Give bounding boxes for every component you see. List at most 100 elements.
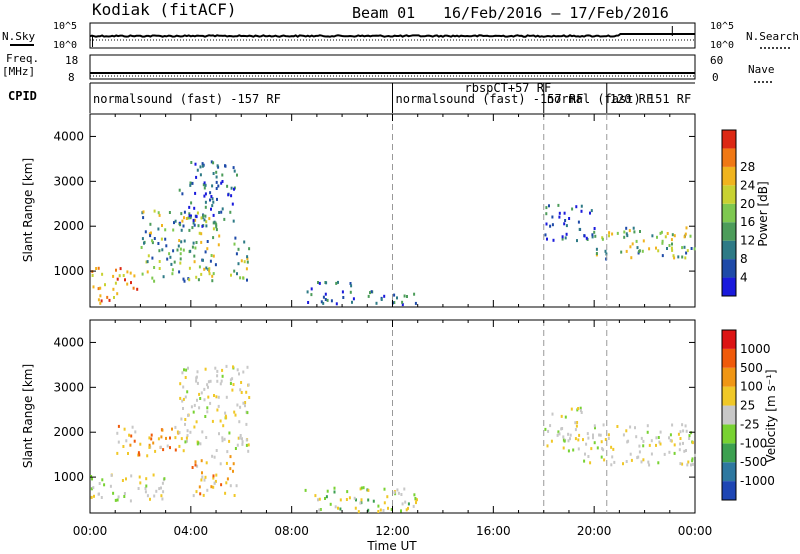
- data-cell: [230, 194, 233, 198]
- data-cell: [345, 498, 348, 501]
- data-cell: [209, 191, 212, 195]
- data-cell: [569, 437, 571, 441]
- colorbar-swatch: [722, 481, 736, 500]
- data-cell: [137, 451, 140, 455]
- data-cell: [577, 220, 580, 224]
- data-cell: [191, 466, 194, 469]
- colorbar-swatch: [722, 222, 736, 241]
- data-cell: [626, 440, 629, 444]
- colorbar-swatch: [722, 240, 736, 260]
- data-cell: [215, 395, 218, 399]
- data-cell: [182, 449, 185, 453]
- data-cell: [211, 279, 214, 283]
- y-tick-label: 1000: [53, 264, 84, 278]
- data-cell: [212, 254, 215, 258]
- data-cell: [143, 241, 145, 245]
- data-cell: [401, 303, 404, 307]
- data-cell: [547, 429, 550, 433]
- data-cell: [414, 301, 417, 305]
- time-tick-label: 12:00: [375, 524, 410, 538]
- data-cell: [642, 239, 645, 243]
- data-cell: [317, 498, 319, 502]
- data-cell: [213, 394, 215, 397]
- data-cell: [247, 383, 250, 387]
- data-cell: [148, 443, 151, 447]
- data-cell: [214, 366, 217, 370]
- velocity-axes: 1000 2000 3000 4000: [53, 320, 696, 513]
- data-cell: [117, 424, 120, 428]
- data-cell: [217, 243, 220, 247]
- data-cell: [563, 439, 566, 443]
- data-cell: [339, 507, 342, 511]
- data-cell: [100, 299, 103, 303]
- data-cell: [205, 436, 208, 439]
- data-cell: [223, 217, 226, 221]
- y-tick-label: 4000: [53, 129, 84, 143]
- data-cell: [202, 183, 205, 187]
- data-cell: [213, 455, 216, 459]
- data-cell: [625, 429, 628, 433]
- data-cell: [139, 481, 142, 485]
- data-cell: [199, 165, 202, 169]
- data-cell: [593, 424, 596, 428]
- data-cell: [232, 383, 235, 386]
- data-cell: [670, 246, 673, 250]
- data-cell: [237, 436, 240, 440]
- data-cell: [164, 237, 167, 241]
- data-cell: [367, 508, 370, 512]
- data-cell: [334, 505, 337, 509]
- data-cell: [99, 286, 102, 290]
- data-cell: [141, 211, 144, 215]
- data-cell: [231, 202, 234, 206]
- data-cell: [168, 252, 171, 256]
- data-cell: [203, 478, 206, 482]
- data-cell: [629, 452, 632, 456]
- data-cell: [226, 184, 229, 188]
- data-cell: [544, 427, 547, 431]
- data-cell: [215, 175, 218, 179]
- data-cell: [232, 219, 235, 223]
- y-tick-label: 2000: [53, 425, 84, 439]
- data-cell: [182, 397, 185, 401]
- colorbar-tick-label: 500: [740, 361, 763, 375]
- data-cell: [561, 235, 564, 239]
- data-cell: [190, 405, 193, 409]
- data-cell: [198, 485, 201, 489]
- data-cell: [375, 301, 378, 305]
- cpid-segment-label: normal (fast) 151 RF: [547, 92, 692, 106]
- data-cell: [325, 281, 328, 285]
- data-cell: [668, 244, 671, 247]
- data-cell: [595, 247, 598, 251]
- data-cell: [355, 498, 357, 502]
- data-cell: [580, 411, 583, 414]
- data-cell: [149, 222, 152, 226]
- data-cell: [90, 487, 93, 491]
- data-cell: [240, 391, 243, 394]
- data-cell: [183, 279, 186, 283]
- data-cell: [203, 186, 206, 190]
- freq-label: Freq.: [6, 52, 39, 65]
- data-cell: [199, 492, 202, 496]
- data-cell: [200, 391, 203, 395]
- data-cell: [207, 385, 209, 389]
- power-colorbar: 4 8 12 16 20 24 28: [721, 129, 755, 297]
- data-cell: [352, 297, 355, 301]
- data-cell: [211, 204, 214, 208]
- data-cell: [686, 463, 689, 467]
- data-cell: [405, 508, 408, 512]
- data-cell: [200, 478, 203, 482]
- data-cell: [166, 444, 169, 448]
- data-cell: [91, 270, 94, 274]
- data-cell: [236, 272, 238, 276]
- colorbar-swatch: [722, 130, 736, 149]
- data-cell: [225, 416, 228, 420]
- data-cell: [207, 395, 210, 399]
- data-cell: [148, 232, 151, 236]
- data-cell: [104, 283, 106, 287]
- data-cell: [681, 255, 684, 259]
- data-cell: [577, 407, 580, 410]
- data-cell: [179, 223, 182, 227]
- data-cell: [99, 301, 102, 305]
- data-cell: [201, 164, 204, 168]
- data-cell: [551, 223, 554, 227]
